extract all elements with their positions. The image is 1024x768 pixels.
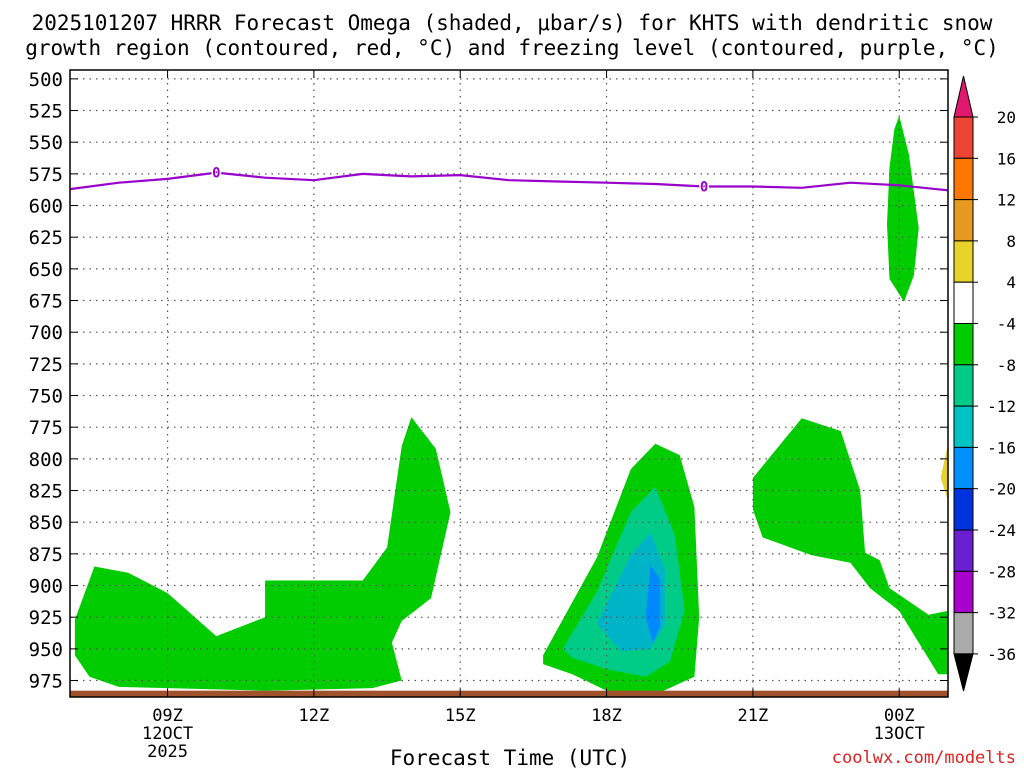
y-tick-label: 725 [29,354,63,376]
y-tick-label: 575 [29,164,63,186]
y-tick-label: 525 [29,101,63,123]
x-tick-label: 21Z [738,706,769,726]
x-tick-date: 12OCT [142,724,193,744]
colorbar-segment [953,488,974,531]
colorbar-label: -24 [987,521,1016,540]
colorbar-arrow-bottom [953,653,974,692]
credit-text: coolwx.com/modelts [832,748,1016,768]
y-tick-label: 950 [29,639,63,661]
x-tick-date: 13OCT [874,724,925,744]
y-tick-label: 600 [29,196,63,218]
x-tick-label: 00Z [884,706,915,726]
plot-frame [69,69,949,698]
x-tick-label: 09Z [152,706,183,726]
colorbar-segment [953,240,974,283]
freezing-level-label: 0 [700,180,708,196]
colorbar-label: -4 [997,315,1016,334]
colorbar-label: -36 [987,645,1016,664]
colorbar-segment [953,157,974,201]
colorbar-label: -28 [987,562,1016,581]
colorbar-segment [953,570,974,614]
omega-region-morning [74,417,451,691]
y-tick-label: 975 [29,671,63,693]
y-tick-label: 925 [29,607,63,629]
x-axis-label: Forecast Time (UTC) [390,746,630,768]
colorbar-label: -12 [987,397,1016,416]
x-tick-label: 12Z [299,706,330,726]
y-tick-label: 650 [29,259,63,281]
colorbar-segment [953,529,974,572]
omega-region-evening [752,418,948,675]
y-tick-label: 550 [29,132,63,154]
y-tick-label: 850 [29,512,63,534]
x-tick-label: 15Z [445,706,476,726]
colorbar-segment [953,405,974,448]
colorbar-segment [953,364,974,407]
omega-region-core-peak [645,565,661,643]
x-tick-label: 18Z [591,706,622,726]
y-tick-label: 500 [29,69,63,91]
y-tick-label: 800 [29,449,63,471]
colorbar-label: 20 [997,108,1016,127]
freezing-level-label: 0 [212,166,220,182]
colorbar-label: -20 [987,480,1016,499]
y-tick-label: 900 [29,576,63,598]
plot-area: 00 [69,70,949,697]
colorbar-label: -32 [987,604,1016,623]
colorbar: 20 16 12 8 4 -4 -8 -12 -16 -20 -24 -28 -32 -36 [953,75,1016,692]
ground-band [70,690,948,697]
colorbar-segment [953,116,974,159]
y-tick-label: 750 [29,386,63,408]
colorbar-segment [953,323,974,366]
colorbar-label: -8 [997,356,1016,375]
chart-title-line-2: growth region (contoured, red, °C) and f… [25,36,999,60]
colorbar-arrow-top [953,75,974,118]
freezing-level-line [69,171,949,192]
colorbar-segment [953,446,974,490]
axes: 500 525 550 575 600 625 650 675 700 725 750 775 800 8… [29,69,949,762]
colorbar-label: -16 [987,438,1016,457]
y-tick-label: 875 [29,544,63,566]
omega-region-edge-rise [940,443,948,501]
colorbar-label: 4 [1006,273,1016,292]
colorbar-segment [953,612,974,655]
colorbar-label: 8 [1006,232,1016,251]
y-tick-label: 675 [29,291,63,313]
colorbar-label: 12 [997,191,1016,210]
y-tick-label: 700 [29,322,63,344]
omega-region-upper [887,115,919,302]
colorbar-segment [953,281,974,325]
colorbar-segment [953,199,974,242]
y-tick-label: 625 [29,227,63,249]
colorbar-label: 16 [997,149,1016,168]
y-tick-label: 775 [29,417,63,439]
y-tick-label: 825 [29,481,63,503]
chart-title-line-1: 2025101207 HRRR Forecast Omega (shaded, … [32,11,993,35]
x-tick-year: 2025 [147,742,188,762]
